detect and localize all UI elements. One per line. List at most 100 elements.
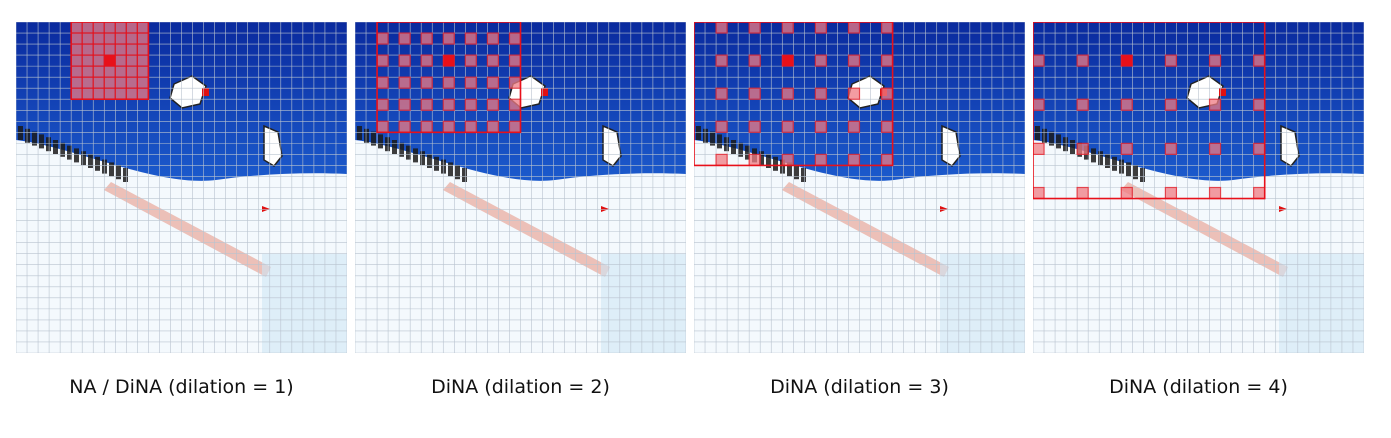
neighbor-cell <box>880 22 894 34</box>
neighbor-cell <box>1253 54 1266 67</box>
panel-dilation-3 <box>694 22 1025 353</box>
spectator <box>420 151 425 166</box>
query-cell <box>443 55 455 67</box>
spectator <box>399 142 404 157</box>
neighbor-cell <box>715 87 728 100</box>
spectator <box>116 165 121 180</box>
neighbor-cell <box>1208 98 1222 111</box>
caption-dilation-1: NA / DiNA (dilation = 1) <box>69 376 294 398</box>
neighbor-cell <box>136 54 150 67</box>
neighbor-cell <box>814 22 828 34</box>
spectator <box>25 128 30 143</box>
neighbor-cell <box>1208 186 1222 200</box>
snowboarder <box>169 75 207 109</box>
neighbor-cell <box>1033 54 1045 67</box>
neighbor-cell <box>715 120 728 133</box>
neighbor-cell <box>880 120 894 133</box>
panel-image <box>1033 22 1364 353</box>
spectator <box>724 137 729 152</box>
neighbor-cell <box>508 98 522 111</box>
panel-dilation-1 <box>16 22 347 353</box>
neighbor-cell <box>114 76 127 89</box>
neighbor-cell <box>136 43 150 56</box>
neighbor-cell <box>781 22 794 34</box>
spectator <box>434 156 439 171</box>
neighbor-cell <box>114 54 127 67</box>
neighbor-cell <box>748 22 761 34</box>
flag <box>940 206 948 212</box>
neighbor-cell <box>1164 54 1178 67</box>
neighbor-cell <box>92 54 105 67</box>
neighbor-cell <box>420 32 433 45</box>
neighbor-cell <box>125 54 138 67</box>
neighbor-cell <box>814 120 828 133</box>
flag <box>1279 206 1287 212</box>
spectator <box>1070 140 1075 154</box>
spectator <box>759 151 764 166</box>
spectator <box>60 142 65 157</box>
spectator <box>88 154 93 168</box>
neighbor-cell <box>81 87 94 100</box>
spectator <box>1140 168 1145 182</box>
spectator <box>1133 165 1138 180</box>
neighbor-cell <box>398 98 411 111</box>
neighbor-cell <box>847 153 861 167</box>
neighbor-cell <box>748 120 761 133</box>
panel-image <box>694 22 1025 353</box>
spectator <box>67 145 72 160</box>
neighborhood <box>376 22 522 134</box>
neighbor-cell <box>70 65 83 78</box>
neighbor-cell <box>814 87 828 100</box>
panel-image <box>16 22 347 353</box>
neighbor-cell <box>136 22 150 34</box>
neighbor-cell <box>420 76 433 89</box>
neighbor-cell <box>125 87 138 100</box>
spectator <box>1098 151 1103 166</box>
neighbor-cell <box>376 32 389 45</box>
neighbor-cell <box>442 76 455 89</box>
spectator <box>738 142 743 157</box>
neighbor-cell <box>114 22 127 34</box>
neighbor-cell <box>125 65 138 78</box>
neighbor-cell <box>1164 142 1178 156</box>
panel-image <box>355 22 686 353</box>
spectator <box>1049 131 1054 146</box>
neighbor-cell <box>1120 186 1133 200</box>
neighbor-cell <box>398 76 411 89</box>
neighborhood-outline <box>376 22 522 134</box>
spectator <box>392 140 397 154</box>
spectator <box>406 145 411 160</box>
neighbor-cell <box>420 54 433 67</box>
caption-dilation-3: DiNA (dilation = 3) <box>770 376 949 398</box>
spectator-fence <box>1121 182 1288 277</box>
neighbor-cell <box>715 54 728 67</box>
snowboarder-jacket <box>1219 88 1226 96</box>
spectator <box>448 162 453 177</box>
spectator <box>1042 128 1047 143</box>
spectator <box>427 154 432 168</box>
neighbor-cell <box>748 87 761 100</box>
neighbor-cell <box>136 65 150 78</box>
spectator <box>696 126 701 140</box>
neighbor-cell <box>464 32 477 45</box>
neighbor-cell <box>114 32 127 45</box>
neighbor-cell <box>70 76 83 89</box>
neighbor-cell <box>1120 142 1133 156</box>
flag <box>601 206 609 212</box>
neighbor-cell <box>1033 142 1045 156</box>
spectator <box>81 151 86 166</box>
neighbor-cell <box>464 54 477 67</box>
neighbor-cell <box>114 65 127 78</box>
neighbor-cell <box>103 32 116 45</box>
spectator <box>703 128 708 143</box>
neighbor-cell <box>81 43 94 56</box>
neighbor-cell <box>92 43 105 56</box>
neighbor-cell <box>81 54 94 67</box>
neighborhood-outline <box>694 22 894 167</box>
neighbor-cell <box>1164 186 1178 200</box>
neighbor-cell <box>464 120 477 133</box>
neighbor-cell <box>880 87 894 100</box>
neighbor-cell <box>103 65 116 78</box>
spectator <box>53 140 58 154</box>
spectator <box>794 165 799 180</box>
